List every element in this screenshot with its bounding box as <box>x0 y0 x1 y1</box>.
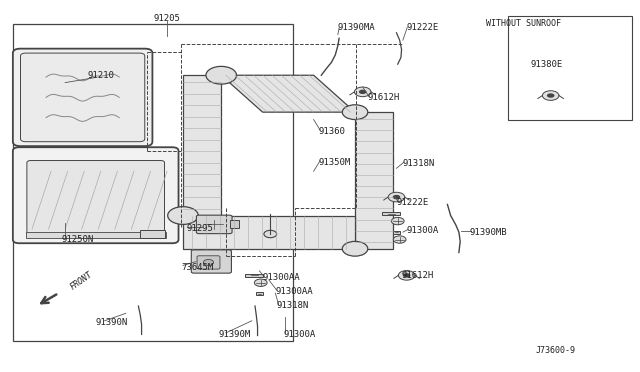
Polygon shape <box>355 112 394 249</box>
FancyBboxPatch shape <box>20 53 145 142</box>
Circle shape <box>392 217 404 225</box>
Circle shape <box>206 66 237 84</box>
Text: 91210: 91210 <box>88 71 115 80</box>
Text: 91318N: 91318N <box>276 301 309 311</box>
Polygon shape <box>183 75 221 215</box>
Text: 91318N: 91318N <box>403 159 435 169</box>
Polygon shape <box>183 215 355 249</box>
Text: 91390MB: 91390MB <box>470 228 508 237</box>
Text: 91350M: 91350M <box>319 157 351 167</box>
Circle shape <box>394 236 406 243</box>
Text: J73600-9: J73600-9 <box>536 346 575 355</box>
Bar <box>26 232 166 238</box>
Circle shape <box>264 230 276 238</box>
Polygon shape <box>221 75 355 112</box>
Circle shape <box>204 260 214 265</box>
Circle shape <box>547 93 554 98</box>
Bar <box>246 274 263 277</box>
Circle shape <box>355 87 371 97</box>
Bar <box>13 23 293 341</box>
Circle shape <box>342 241 368 256</box>
Circle shape <box>398 270 415 280</box>
Bar <box>383 212 400 215</box>
Bar <box>256 292 262 295</box>
Text: 91295: 91295 <box>186 224 213 233</box>
Text: 91360: 91360 <box>319 127 346 136</box>
Circle shape <box>388 192 404 202</box>
Text: 91390M: 91390M <box>218 330 250 339</box>
Text: 91390MA: 91390MA <box>338 23 376 32</box>
Text: 91300A: 91300A <box>283 330 316 339</box>
Bar <box>230 220 239 228</box>
Circle shape <box>393 195 400 199</box>
Text: 91300A: 91300A <box>406 226 438 235</box>
Text: 91612H: 91612H <box>401 271 434 280</box>
Bar <box>140 230 164 238</box>
Circle shape <box>254 279 267 286</box>
Text: 91222E: 91222E <box>396 198 429 207</box>
Bar <box>508 16 632 119</box>
Circle shape <box>342 105 368 119</box>
Text: 91300AA: 91300AA <box>275 287 313 296</box>
Text: WITHOUT SUNROOF: WITHOUT SUNROOF <box>486 19 561 28</box>
FancyBboxPatch shape <box>196 215 232 234</box>
FancyBboxPatch shape <box>13 147 179 243</box>
Text: 91205: 91205 <box>154 13 180 22</box>
FancyBboxPatch shape <box>191 250 232 273</box>
Circle shape <box>168 207 198 224</box>
Text: 91250N: 91250N <box>62 235 94 244</box>
FancyBboxPatch shape <box>27 161 164 235</box>
Text: 91222E: 91222E <box>406 23 438 32</box>
FancyBboxPatch shape <box>197 256 220 269</box>
Text: 91380E: 91380E <box>530 60 563 69</box>
Text: 73645M: 73645M <box>181 263 213 272</box>
Text: 91390N: 91390N <box>96 318 128 327</box>
Text: 91300AA: 91300AA <box>262 273 300 282</box>
Circle shape <box>542 91 559 100</box>
Circle shape <box>359 90 367 94</box>
Circle shape <box>403 273 410 278</box>
Text: 91612H: 91612H <box>368 93 400 102</box>
Text: FRONT: FRONT <box>68 270 94 291</box>
FancyBboxPatch shape <box>13 49 152 146</box>
Bar <box>394 231 399 234</box>
